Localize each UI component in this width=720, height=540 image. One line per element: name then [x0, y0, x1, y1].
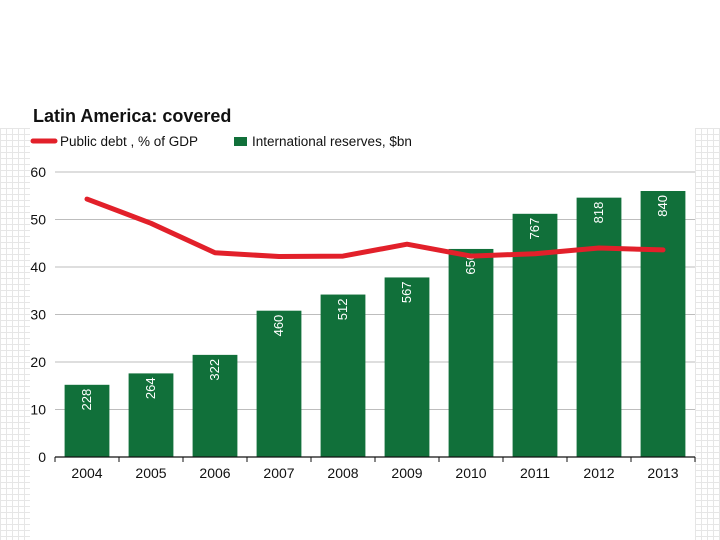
y-tick-label: 40: [30, 259, 46, 275]
bar-data-label: 322: [207, 359, 222, 381]
x-tick-label: 2006: [199, 465, 230, 481]
bar-2004: [64, 384, 110, 457]
x-tick-label: 2012: [583, 465, 614, 481]
y-tick-label: 50: [30, 212, 46, 228]
bar-2010: [448, 248, 494, 457]
y-tick-label: 10: [30, 402, 46, 418]
x-tick-label: 2009: [391, 465, 422, 481]
line-series: [84, 196, 666, 260]
x-tick-label: 2005: [135, 465, 166, 481]
x-tick-label: 2004: [71, 465, 102, 481]
x-tick-label: 2008: [327, 465, 358, 481]
slide-background-pattern-right: [695, 128, 720, 540]
x-tick-label: 2010: [455, 465, 486, 481]
y-tick-label: 60: [30, 164, 46, 180]
x-tick-label: 2011: [520, 465, 550, 481]
bar-2013: [640, 191, 686, 457]
bar-data-label: 264: [143, 377, 158, 399]
bar-data-label: 512: [335, 299, 350, 321]
bar-2005: [128, 373, 174, 457]
y-tick-label: 30: [30, 307, 46, 323]
bar-data-label: 460: [271, 315, 286, 337]
bar-2008: [320, 294, 366, 457]
debt-line: [84, 196, 666, 260]
bar-data-label: 567: [399, 281, 414, 303]
chart-title: Latin America: covered: [33, 106, 231, 126]
legend: Public debt , % of GDP International res…: [30, 134, 412, 149]
legend-label-debt: Public debt , % of GDP: [60, 134, 198, 149]
axes: 0 10 20 30 40 50 60 2004 2005 2006 2007 2008 2009 201…: [30, 164, 696, 481]
bar-data-label: 840: [655, 195, 670, 217]
legend-label-reserves: International reserves, $bn: [252, 134, 412, 149]
bar-data-label: 767: [527, 218, 542, 240]
x-tick-label: 2013: [647, 465, 678, 481]
bar-data-label: 818: [591, 202, 606, 224]
bar-2012: [576, 197, 622, 457]
y-tick-label: 0: [38, 449, 46, 465]
bar-2006: [192, 354, 238, 457]
bar-data-label: 228: [79, 389, 94, 411]
bar-2009: [384, 277, 430, 457]
x-tick-label: 2007: [263, 465, 294, 481]
slide-background-pattern-left: [0, 128, 30, 540]
y-tick-label: 20: [30, 354, 46, 370]
legend-swatch-reserves: [234, 137, 247, 146]
bar-2007: [256, 310, 302, 457]
